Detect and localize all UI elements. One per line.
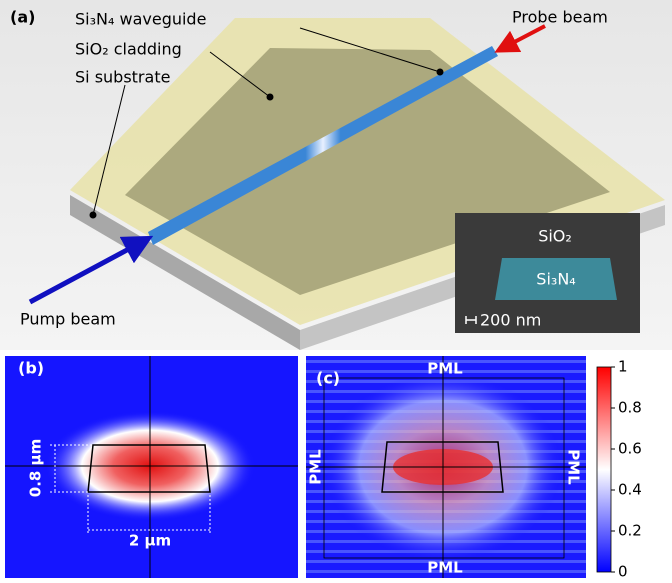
panel-label: (c) (316, 369, 340, 388)
annotation: Si₃N₄ waveguide (75, 10, 206, 29)
tick-label: 0.6 (618, 440, 642, 458)
annotation: SiO₂ cladding (75, 40, 182, 59)
panel-label: (b) (18, 359, 44, 378)
figure: (a) Si₃N₄ waveguide SiO₂ cladding Si sub… (0, 0, 672, 583)
pml-label: PML (427, 360, 463, 378)
inset-label: SiO₂ (538, 227, 572, 246)
tick-label: 0.4 (618, 481, 642, 499)
pump-label: Pump beam (20, 310, 116, 329)
tick-label: 0.2 (618, 522, 642, 540)
tick-label: 0 (618, 563, 628, 581)
panel-b: (b) 0.8 µm 2 µm (5, 356, 298, 578)
colorbar: 0 0.2 0.4 0.6 0.8 1 (597, 358, 642, 581)
inset: SiO₂ Si₃N₄ 200 nm (455, 213, 640, 333)
tick-label: 0.8 (618, 399, 642, 417)
probe-label: Probe beam (512, 8, 608, 27)
panel-a: (a) Si₃N₄ waveguide SiO₂ cladding Si sub… (0, 0, 672, 350)
pml-label: PML (307, 449, 325, 485)
annotation: Si substrate (75, 68, 170, 87)
panel-c: (c) PML PML PML PML (306, 356, 586, 578)
inset-label: Si₃N₄ (536, 270, 575, 289)
panel-label: (a) (10, 8, 35, 27)
tick-label: 1 (618, 358, 628, 376)
height-label: 0.8 µm (27, 439, 45, 497)
scale-label: 200 nm (480, 311, 541, 330)
pml-label: PML (565, 449, 583, 485)
pml-label: PML (427, 559, 463, 577)
colorbar-scale (597, 367, 611, 572)
width-label: 2 µm (129, 532, 171, 550)
